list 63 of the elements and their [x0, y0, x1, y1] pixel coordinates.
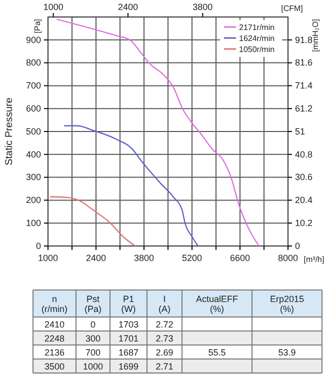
x2-tick-label: 3800 — [192, 2, 213, 12]
x-tick-label: 6600 — [230, 253, 250, 264]
y-tick-label: 600 — [26, 103, 41, 114]
x2-tick-label: 1000 — [43, 2, 64, 12]
y-tick-label: 700 — [26, 80, 41, 91]
legend-label: 1624r/min — [239, 34, 275, 43]
x-tick-label: 1000 — [38, 253, 58, 264]
text: 1701 — [118, 334, 139, 344]
text: [Pa] — [33, 19, 42, 34]
y2-tick-label: 30.6 — [295, 172, 313, 182]
y2-axis-title: [mmH₂O] — [311, 19, 320, 52]
text: P1 (W) — [121, 294, 136, 314]
y-tick-label: 800 — [26, 58, 41, 68]
y-tick-label: 0 — [36, 240, 41, 251]
text: 2136 — [44, 348, 65, 358]
text: ActualEFF (%) — [196, 294, 239, 314]
y2-tick-label: 40.8 — [295, 149, 313, 160]
text: 55.5 — [208, 348, 226, 358]
y2-tick-label: 20.4 — [295, 195, 313, 206]
y2-tick-label: 0 — [295, 240, 300, 251]
y2-tick-label: 61.2 — [295, 103, 313, 114]
line-series — [49, 196, 136, 247]
text: n (r/min) — [42, 294, 68, 314]
x-tick-label: 2400 — [86, 253, 106, 264]
line-series — [64, 125, 199, 247]
text: 2.69 — [156, 348, 174, 358]
y-tick-label: 200 — [26, 195, 41, 206]
y2-tick-label: 10.2 — [295, 218, 313, 228]
y-tick-label: 400 — [26, 149, 41, 160]
text: I (A) — [158, 294, 170, 314]
x-tick-label: 8000 — [278, 253, 298, 264]
y-tick-label: 900 — [26, 34, 41, 45]
text: 2248 — [44, 334, 65, 344]
text: 1000 — [82, 362, 104, 372]
y2-tick-label: 81.6 — [295, 58, 313, 68]
y-tick-label: 100 — [26, 218, 41, 228]
y2-tick-label: 51 — [295, 126, 306, 136]
x-axis-title: [m³/h] — [304, 255, 324, 264]
text: 1687 — [118, 348, 139, 358]
y-tick-label: 300 — [26, 172, 41, 182]
y2-tick-label: 91.8 — [295, 34, 313, 45]
text: Pst (Pa) — [84, 294, 102, 314]
text: 700 — [85, 348, 101, 358]
text: 1699 — [118, 362, 139, 372]
text: 2.72 — [156, 320, 174, 330]
text: 53.9 — [278, 348, 296, 358]
y-tick-label: 500 — [26, 126, 41, 136]
y-axis-title: Static Pressure — [4, 97, 15, 166]
y2-tick-label: 71.4 — [295, 80, 313, 91]
text: 300 — [85, 334, 101, 344]
text: 2.71 — [156, 362, 174, 372]
x-tick-label: 5200 — [182, 253, 202, 264]
legend-label: 2171r/min — [239, 23, 275, 32]
text: 1703 — [118, 320, 139, 330]
text: 0 — [90, 320, 96, 330]
text: 3500 — [44, 362, 65, 372]
x2-axis-title: [CFM] — [281, 4, 303, 13]
text: Erp2015 (%) — [270, 294, 304, 314]
x-tick-label: 3800 — [134, 253, 154, 264]
x2-tick-label: 2400 — [118, 2, 138, 12]
legend-label: 1050r/min — [239, 45, 275, 54]
text: 2410 — [44, 320, 65, 330]
text: 2.73 — [156, 334, 174, 344]
